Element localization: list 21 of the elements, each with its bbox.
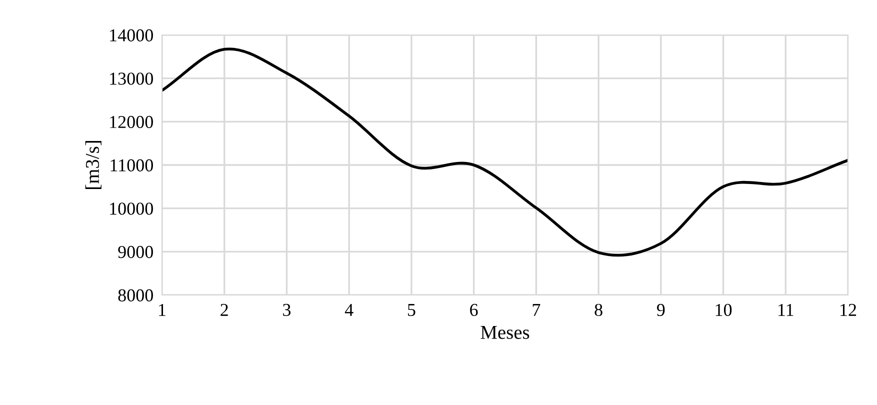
x-tick-label: 7 [532, 304, 540, 316]
x-tick-label: 9 [656, 304, 665, 316]
x-tick-label: 8 [594, 304, 602, 316]
y-tick-label: 13000 [110, 72, 153, 85]
y-tick-label: 8000 [118, 289, 153, 302]
x-tick-label: 3 [283, 304, 291, 316]
y-tick-label: 10000 [110, 202, 153, 215]
x-tick-label: 2 [220, 304, 228, 316]
x-tick-label: 11 [778, 304, 794, 316]
x-tick-label: 1 [159, 304, 166, 316]
y-tick-label: 11000 [110, 159, 153, 172]
y-tick-label: 9000 [118, 246, 153, 258]
x-tick-label: 10 [716, 304, 732, 316]
x-tick-label: 12 [840, 304, 856, 316]
x-axis-title: Meses [480, 326, 530, 339]
x-tick-label: 5 [408, 304, 416, 316]
x-tick-label: 4 [344, 304, 354, 316]
y-tick-label: 14000 [110, 29, 153, 42]
y-axis-title: [m3/s] [85, 141, 102, 189]
x-tick-label: 6 [470, 304, 478, 316]
y-tick-label: 12000 [110, 116, 153, 128]
